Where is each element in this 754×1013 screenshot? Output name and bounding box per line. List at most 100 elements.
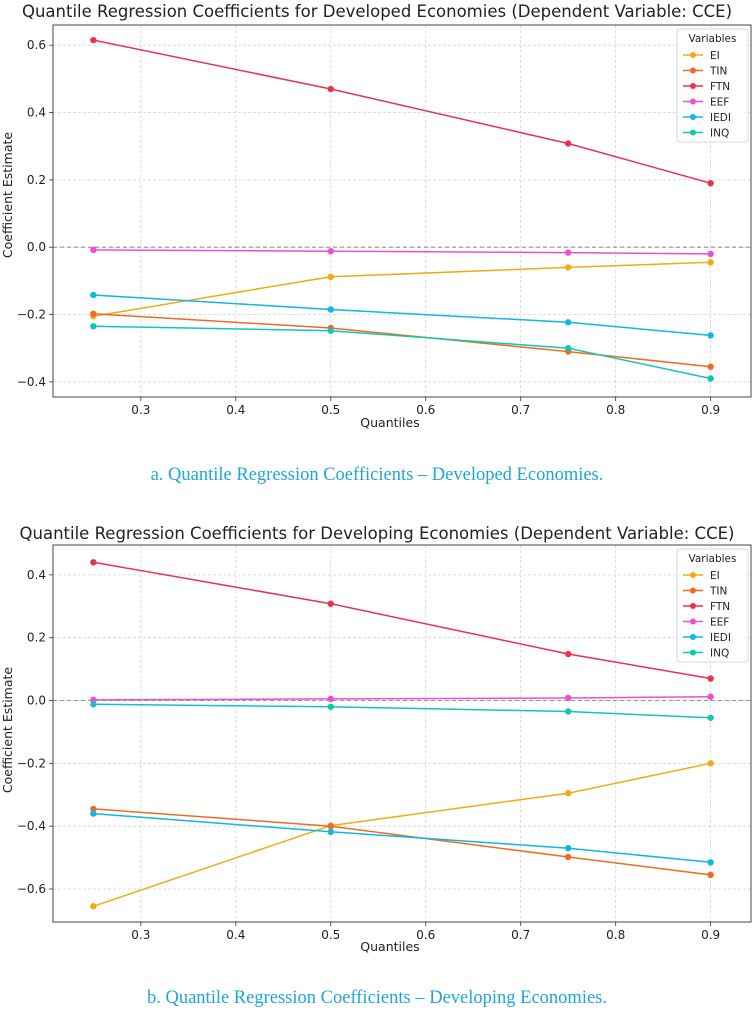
data-point-ftn [707, 675, 714, 682]
legend-label-tin: TIN [709, 66, 727, 78]
x-axis-label: Quantiles [360, 415, 419, 430]
data-point-inq [90, 701, 97, 708]
x-tick-label: 0.8 [606, 928, 625, 942]
data-point-ei [707, 259, 714, 266]
series-line-inq [93, 325, 711, 380]
chart-title: Quantile Regression Coefficients for Dev… [20, 524, 735, 543]
legend-marker-ei [690, 52, 696, 58]
legend-label-ei: EI [710, 570, 720, 582]
data-point-tin [90, 805, 97, 813]
y-tick-label: 0.4 [27, 568, 46, 582]
x-tick-label: 0.5 [321, 403, 340, 417]
data-point-inq [564, 708, 572, 715]
x-tick-label: 0.4 [226, 403, 245, 417]
data-point-ftn [707, 180, 714, 187]
data-point-ftn [564, 650, 572, 658]
data-point-ftn [90, 36, 97, 44]
data-point-iedi [707, 859, 714, 866]
data-point-ftn [564, 140, 572, 147]
legend: Variables EI TIN FTN EEF IEDI INQ [676, 548, 749, 663]
y-tick-label: −0.2 [17, 308, 46, 322]
data-point-ei [327, 273, 334, 281]
legend-marker-iedi [690, 114, 696, 120]
x-tick-label: 0.5 [321, 928, 340, 942]
axis-ticks: 0.3 0.4 0.5 0.6 0.7 0.8 0.9 −0.6 −0.4 −0.2 0.0 0.2 0… [17, 568, 720, 942]
data-point-eef [327, 248, 334, 255]
data-point-ei [564, 789, 572, 797]
series-line-eef [93, 249, 711, 255]
chart-developed: 0.3 0.4 0.5 0.6 0.7 0.8 0.9 −0.4 −0.2 0.0 0.2 0.4 0.… [0, 2, 752, 430]
y-tick-label: −0.4 [17, 375, 46, 389]
x-tick-label: 0.7 [511, 928, 530, 942]
data-point-ftn [327, 85, 334, 93]
plot-frame [52, 544, 752, 923]
data-point-eef [707, 250, 714, 258]
y-axis-label: Coefficient Estimate [0, 132, 15, 259]
data-point-iedi [327, 828, 334, 836]
chart-developing: 0.3 0.4 0.5 0.6 0.7 0.8 0.9 −0.6 −0.4 −0.2 0.0 0.2 0… [0, 524, 752, 954]
legend-marker-inq [690, 129, 696, 136]
y-tick-label: −0.4 [17, 819, 46, 833]
series-line-ei [93, 762, 711, 908]
x-tick-label: 0.3 [131, 403, 150, 417]
data-point-eef [564, 694, 572, 702]
data-point-inq [90, 323, 97, 330]
legend-marker-ftn [690, 83, 696, 89]
legend-label-ftn: FTN [710, 601, 730, 613]
legend: Variables EI TIN FTN EEF IEDI INQ [676, 28, 749, 143]
plot-frame [52, 24, 752, 398]
series-line-tin [93, 808, 711, 876]
series-lines [90, 559, 714, 910]
legend-marker-eef [690, 618, 696, 625]
axis-ticks: 0.3 0.4 0.5 0.6 0.7 0.8 0.9 −0.4 −0.2 0.0 0.2 0.4 0.… [17, 38, 720, 417]
legend-label-eef: EEF [710, 617, 729, 629]
data-point-eef [707, 693, 714, 700]
series-line-iedi [93, 294, 711, 337]
series-line-eef [93, 695, 711, 701]
data-point-eef [90, 696, 97, 704]
data-point-inq [327, 703, 334, 710]
grid-lines [53, 545, 751, 922]
y-tick-label: 0.2 [27, 631, 46, 645]
legend-marker-tin [690, 67, 696, 74]
data-point-inq [707, 375, 714, 382]
y-axis-label: Coefficient Estimate [0, 667, 15, 794]
x-tick-label: 0.4 [226, 928, 245, 942]
legend-title: Variables [689, 33, 737, 45]
y-tick-label: 0.2 [27, 173, 46, 187]
x-tick-label: 0.8 [606, 403, 625, 417]
data-point-eef [90, 246, 97, 254]
legend-label-eef: EEF [710, 97, 729, 109]
x-axis-label: Quantiles [360, 939, 419, 954]
data-point-ei [90, 903, 97, 910]
x-tick-label: 0.7 [511, 403, 530, 417]
legend-label-ftn: FTN [710, 81, 730, 93]
x-tick-label: 0.6 [416, 403, 435, 417]
series-line-iedi [93, 812, 711, 864]
legend-marker-ei [690, 572, 696, 578]
x-tick-label: 0.3 [131, 928, 150, 942]
legend-label-iedi: IEDI [710, 112, 731, 124]
grid-lines [53, 25, 751, 397]
data-point-eef [564, 249, 572, 256]
y-tick-label: 0.4 [27, 106, 46, 120]
data-point-tin [707, 363, 714, 370]
caption-developing: b. Quantile Regression Coefficients – De… [146, 988, 607, 1008]
legend-label-inq: INQ [710, 128, 729, 140]
data-point-ftn [327, 600, 334, 607]
series-lines [90, 36, 714, 382]
x-tick-label: 0.9 [701, 928, 720, 942]
y-tick-label: 0.6 [27, 38, 46, 52]
data-point-iedi [90, 291, 97, 299]
series-line-ftn [93, 39, 711, 184]
legend-marker-inq [690, 649, 696, 656]
data-point-inq [564, 344, 572, 352]
series-line-ei [93, 261, 711, 317]
data-point-iedi [707, 332, 714, 339]
data-point-iedi [564, 319, 572, 326]
legend-marker-tin [690, 587, 696, 594]
x-tick-label: 0.9 [701, 403, 720, 417]
chart-title: Quantile Regression Coefficients for Dev… [22, 2, 732, 21]
caption-developed: a. Quantile Regression Coefficients – De… [150, 465, 604, 485]
data-point-tin [327, 822, 334, 830]
